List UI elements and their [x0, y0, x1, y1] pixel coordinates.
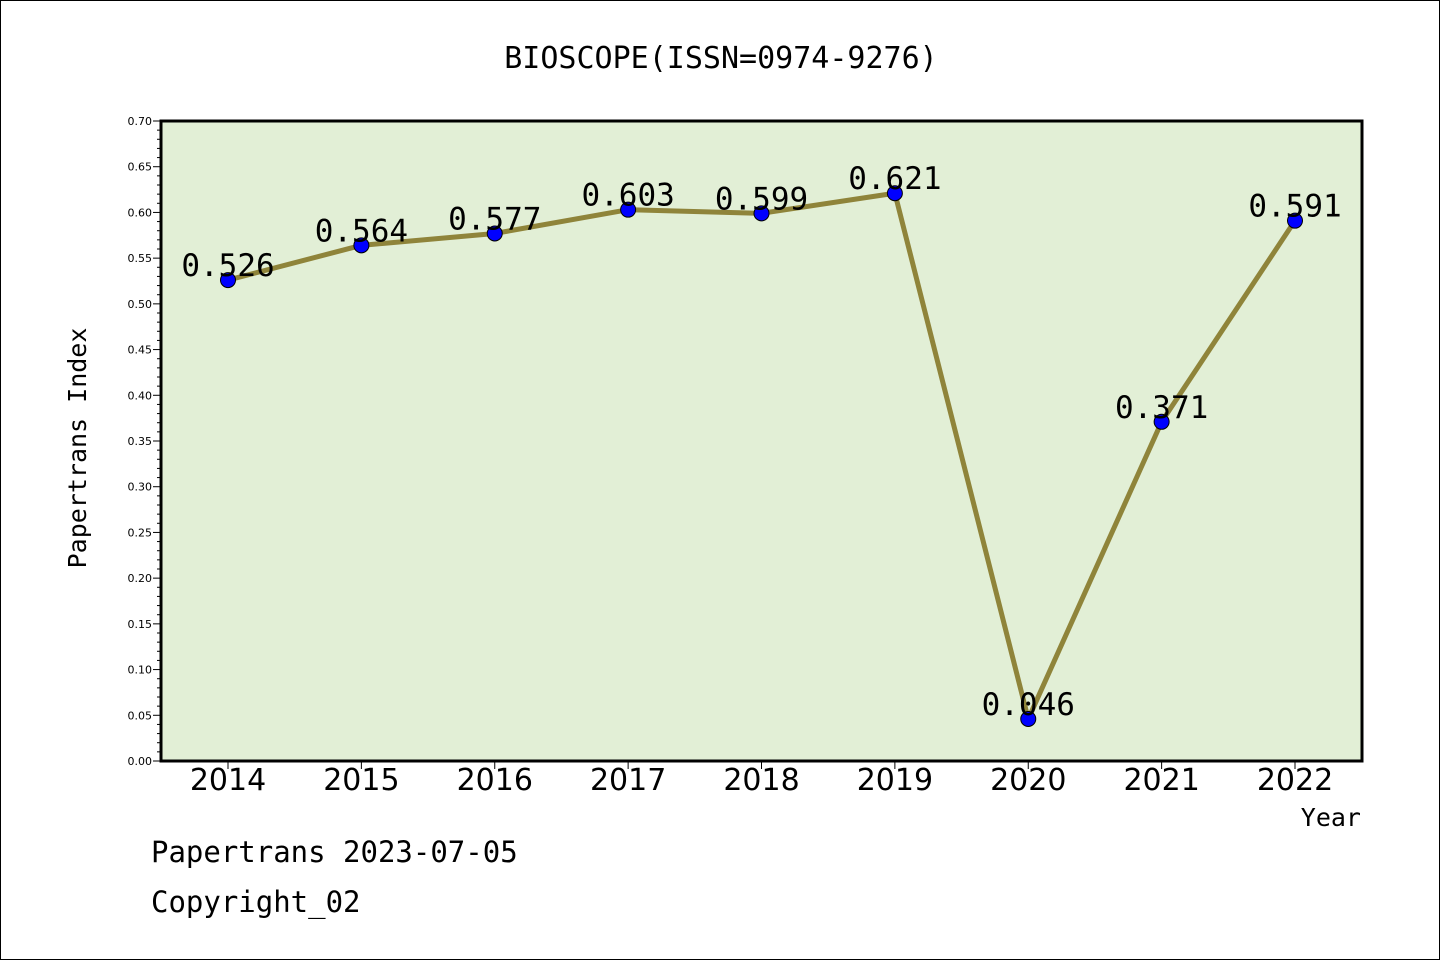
- y-tick-label: 0.45: [128, 344, 153, 357]
- y-tick-label: 0.25: [128, 526, 153, 539]
- y-tick-label: 0.30: [128, 481, 153, 494]
- y-tick-label: 0.15: [128, 618, 153, 631]
- data-label: 0.599: [715, 181, 808, 217]
- x-tick-label: 2016: [457, 763, 533, 798]
- chart-title: BIOSCOPE(ISSN=0974-9276): [504, 41, 937, 76]
- x-tick-label: 2020: [990, 763, 1066, 798]
- y-tick-label: 0.40: [128, 389, 153, 402]
- y-tick-label: 0.55: [128, 252, 153, 265]
- data-point: [620, 201, 637, 218]
- footer-date: Papertrans 2023-07-05: [151, 835, 518, 869]
- y-axis-ticks: 0.00 0.05 0.10 0.15 0.20 0.25 0.30 0.35 0.40 0.45…: [128, 115, 161, 768]
- x-axis-label: Year: [1301, 803, 1361, 832]
- y-tick-label: 0.20: [128, 572, 153, 585]
- data-label: 0.591: [1248, 189, 1341, 225]
- y-tick-label: 0.65: [128, 161, 153, 174]
- data-label: 0.577: [448, 201, 541, 237]
- data-label: 0.564: [315, 213, 408, 249]
- x-tick-label: 2021: [1123, 763, 1199, 798]
- y-tick-label: 0.00: [128, 755, 153, 768]
- data-label: 0.621: [848, 161, 941, 197]
- x-tick-label: 2022: [1257, 763, 1333, 798]
- y-tick-label: 0.35: [128, 435, 153, 448]
- data-point: [353, 237, 370, 254]
- data-point: [486, 225, 503, 242]
- data-point: [1287, 212, 1303, 229]
- y-tick-label: 0.70: [128, 115, 153, 128]
- y-axis-label: Papertrans Index: [63, 328, 92, 569]
- data-label: 0.371: [1115, 390, 1208, 426]
- x-tick-label: 2015: [323, 763, 399, 798]
- plot-area: [161, 121, 1362, 761]
- x-tick-label: 2018: [723, 763, 799, 798]
- data-point: [1153, 413, 1170, 430]
- data-label: 0.046: [982, 687, 1075, 723]
- data-point: [753, 205, 770, 222]
- series-markers: [220, 185, 1303, 727]
- x-axis-ticks: 2014 2015 2016 2017 2018 2019 2020 2021 2022: [190, 761, 1333, 798]
- data-point: [220, 272, 236, 289]
- y-tick-label: 0.60: [128, 206, 153, 219]
- data-label: 0.603: [581, 178, 674, 214]
- data-label: 0.526: [181, 248, 274, 284]
- y-tick-label: 0.10: [128, 664, 153, 677]
- data-point: [886, 185, 903, 202]
- x-tick-label: 2019: [857, 763, 933, 798]
- footer-copyright: Copyright_02: [151, 885, 361, 919]
- data-labels: 0.526 0.564 0.577 0.603 0.599 0.621 0.046 0.371…: [181, 161, 1341, 723]
- x-tick-label: 2014: [190, 763, 266, 798]
- plot-border: [159, 119, 1364, 763]
- data-point: [1020, 710, 1037, 727]
- x-tick-label: 2017: [590, 763, 666, 798]
- y-tick-label: 0.50: [128, 298, 153, 311]
- y-tick-label: 0.05: [128, 709, 153, 722]
